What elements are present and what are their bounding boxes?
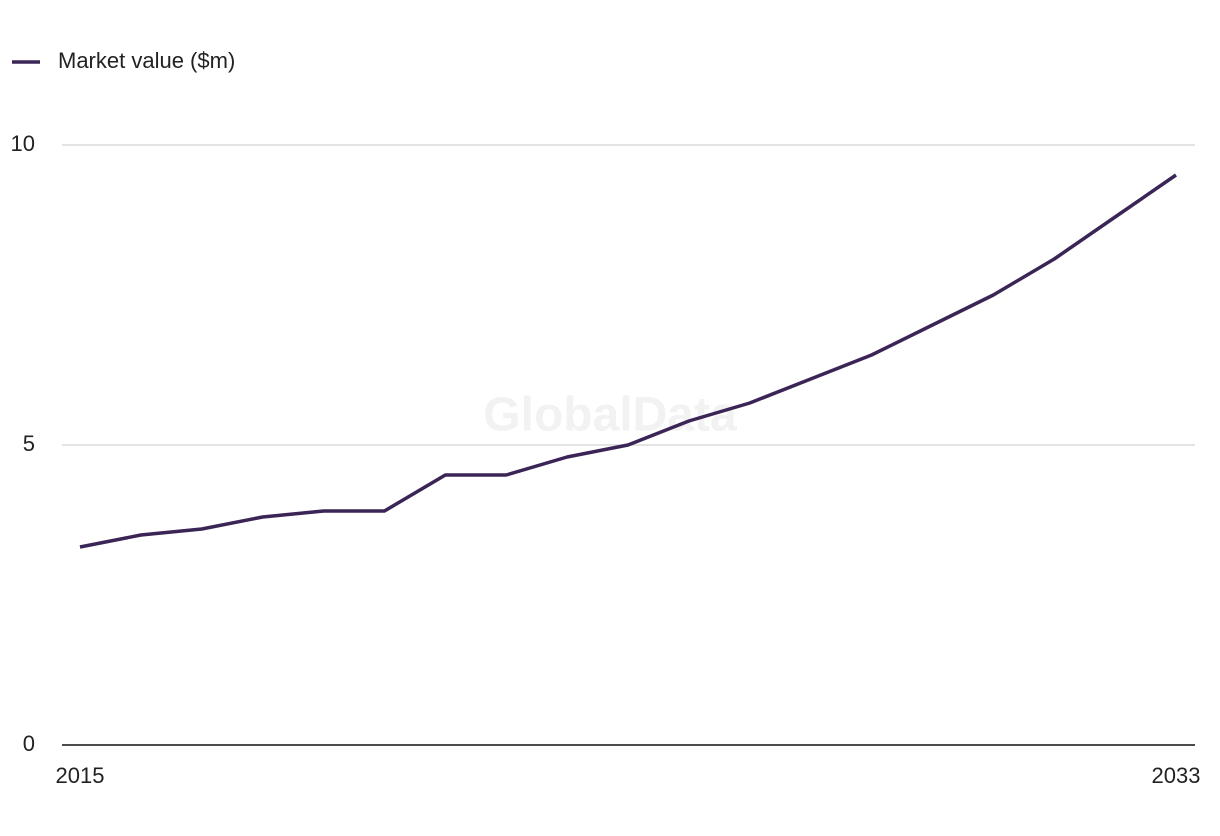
- legend-label: Market value ($m): [58, 48, 235, 73]
- y-tick-label: 0: [23, 731, 35, 756]
- x-tick-label: 2015: [56, 763, 105, 788]
- y-tick-label: 10: [11, 131, 35, 156]
- watermark: GlobalData: [483, 389, 737, 442]
- y-tick-label: 5: [23, 431, 35, 456]
- line: [79, 173, 1177, 549]
- x-tick-label: 2033: [1152, 763, 1201, 788]
